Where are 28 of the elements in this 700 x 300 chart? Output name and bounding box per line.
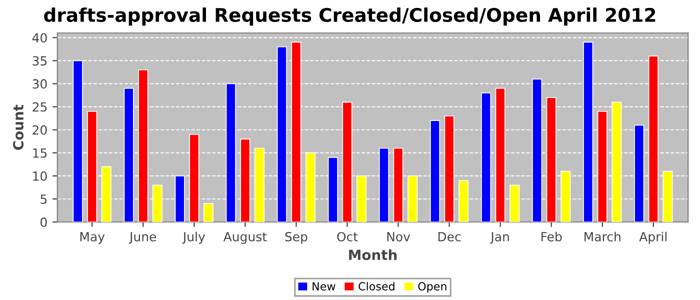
- y-tick-label: 5: [40, 194, 47, 204]
- x-axis-title: Month: [349, 249, 397, 260]
- x-tick-label: Sep: [285, 232, 308, 244]
- y-tick-label: 25: [32, 102, 47, 112]
- x-tick-label: Jan: [490, 232, 509, 244]
- y-tick-label: 0: [40, 217, 47, 227]
- legend-label: Closed: [358, 282, 394, 291]
- y-tick-label: 30: [32, 79, 47, 89]
- x-tick-label: August: [223, 232, 267, 244]
- bar: [203, 203, 214, 222]
- y-axis-title: Count: [13, 104, 24, 150]
- x-tick-label: July: [182, 232, 206, 244]
- chart-title: drafts-approval Requests Created/Closed/Open April 2012: [44, 8, 656, 26]
- x-tick-label: March: [584, 232, 620, 242]
- y-tick-label: 20: [32, 125, 47, 135]
- x-tick-label: June: [128, 232, 156, 244]
- x-tick-label: Dec: [438, 232, 461, 242]
- y-tick-label: 40: [32, 33, 47, 43]
- x-tick-label: Nov: [387, 232, 410, 242]
- legend-label: Open: [418, 282, 446, 293]
- x-tick-label: Feb: [542, 232, 562, 242]
- x-tick-label: April: [639, 232, 667, 244]
- x-tick-label: May: [80, 232, 105, 244]
- x-tick-label: Oct: [337, 232, 358, 242]
- y-tick-label: 15: [33, 148, 47, 158]
- y-tick-label: 35: [32, 56, 47, 66]
- legend-label: New: [312, 282, 336, 291]
- y-tick-label: 10: [33, 171, 47, 181]
